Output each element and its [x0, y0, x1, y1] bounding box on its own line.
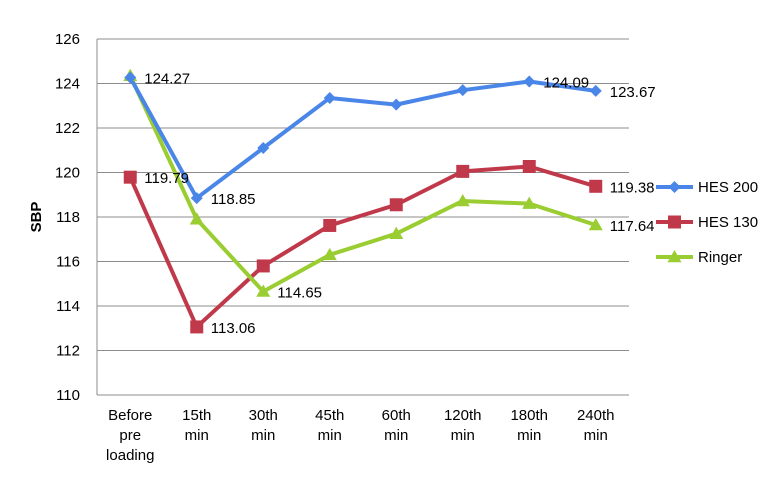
x-tick-label: 180th min: [510, 407, 548, 444]
x-tick-label: 30th min: [249, 407, 278, 444]
diamond-marker: [456, 84, 469, 97]
data-label: 124.09: [543, 74, 589, 91]
legend-label: Ringer: [698, 249, 742, 266]
legend-label: HES 130: [698, 214, 758, 231]
data-label: 113.06: [211, 320, 256, 337]
legend: HES 200 HES 130 Ringer: [656, 179, 758, 266]
square-marker: [668, 215, 681, 229]
y-tick-label: 112: [56, 343, 80, 360]
x-tick-label: 240th min: [577, 407, 615, 444]
diamond-marker: [668, 181, 681, 193]
series-line-hes-130: [128, 164, 597, 329]
square-marker: [589, 179, 603, 193]
diamond-marker: [523, 75, 536, 88]
data-label: 118.85: [211, 191, 256, 208]
diamond-marker: [257, 142, 270, 155]
data-label: 123.67: [610, 84, 656, 101]
series-line-ringer: [128, 74, 597, 294]
triangle-marker: [389, 226, 404, 239]
triangle-marker: [588, 218, 603, 231]
data-label: 119.79: [144, 170, 189, 187]
data-label: 114.65: [277, 285, 322, 302]
data-label: 124.27: [144, 70, 190, 87]
x-tick-label: Before pre loading: [106, 407, 154, 464]
series-lines: [128, 74, 597, 329]
diamond-marker: [124, 71, 137, 84]
square-marker: [389, 198, 403, 212]
diamond-marker: [323, 91, 336, 104]
x-tick-label: 15th min: [182, 407, 211, 444]
square-marker: [323, 218, 337, 232]
x-tick-label: 45th min: [315, 407, 344, 444]
series-line-hes-200: [128, 76, 597, 201]
triangle-marker: [455, 193, 470, 207]
y-tick-label: 124: [55, 76, 80, 93]
triangle-marker: [522, 196, 537, 209]
square-marker: [256, 259, 270, 273]
y-axis-label: SBP: [28, 202, 45, 233]
y-tick-label: 116: [56, 254, 80, 271]
square-marker: [456, 164, 470, 178]
y-tick-label: 122: [55, 120, 80, 137]
data-label: 119.38: [610, 179, 655, 196]
x-tick-label: 60th min: [382, 407, 411, 444]
y-axis: 110 112 114 116 118 120 122 124 126: [55, 31, 98, 404]
triangle-marker: [322, 247, 337, 261]
y-tick-label: 118: [56, 209, 80, 226]
square-marker: [190, 320, 204, 334]
triangle-marker: [189, 212, 204, 225]
y-tick-label: 110: [56, 387, 80, 404]
data-labels: 124.27 118.85 124.09 123.67 119.79 113.06 119.…: [144, 70, 655, 336]
series-markers: [123, 68, 603, 334]
y-tick-label: 114: [56, 298, 80, 315]
x-tick-label: 120th min: [444, 407, 482, 444]
triangle-marker: [256, 284, 271, 297]
y-tick-label: 126: [55, 31, 80, 48]
x-axis: Before pre loading 15th min 30th min 45th min 60t…: [106, 407, 614, 464]
diamond-marker: [589, 84, 602, 97]
legend-label: HES 200: [698, 179, 758, 196]
square-marker: [522, 159, 536, 173]
square-marker: [123, 170, 137, 184]
data-label: 117.64: [610, 218, 655, 235]
triangle-marker: [667, 250, 682, 263]
y-tick-label: 120: [55, 165, 80, 182]
diamond-marker: [390, 98, 403, 111]
diamond-marker: [190, 192, 203, 205]
